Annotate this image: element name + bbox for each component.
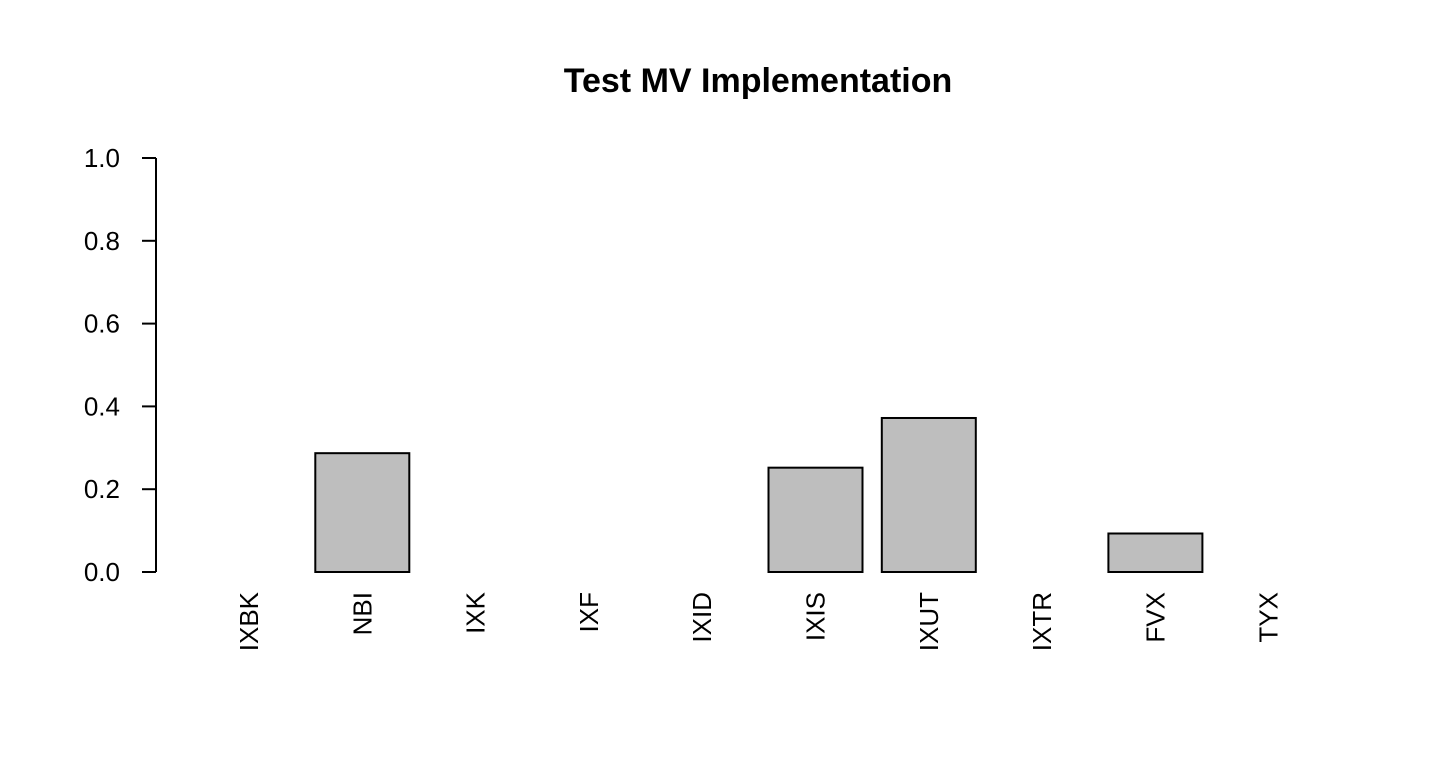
x-axis-labels: IXBK NBI IXK IXF IXID IXIS IXUT IXTR FVX TYX <box>234 591 1284 651</box>
x-tick-label: IXTR <box>1027 592 1057 651</box>
x-tick-label: IXUT <box>914 592 944 651</box>
bar-nbi <box>314 452 411 574</box>
y-tick-label: 1.0 <box>84 143 120 173</box>
bars <box>314 416 1204 574</box>
x-tick-label: IXK <box>461 591 491 634</box>
x-tick-label: IXF <box>574 592 604 632</box>
y-tick-label: 0.8 <box>84 226 120 256</box>
y-tick-label: 0.0 <box>84 557 120 587</box>
chart-title: Test MV Implementation <box>564 62 953 100</box>
bar-ixut <box>880 416 977 573</box>
y-tick-label: 0.6 <box>84 309 120 339</box>
x-tick-label: NBI <box>347 592 377 635</box>
x-tick-label: IXID <box>687 592 717 643</box>
x-tick-label: TYX <box>1254 592 1284 643</box>
y-axis: 0.0 0.2 0.4 0.6 0.8 1.0 <box>84 143 157 587</box>
bar-ixis <box>767 466 864 573</box>
y-tick-label: 0.4 <box>84 391 120 421</box>
x-tick-label: FVX <box>1140 592 1170 643</box>
x-tick-label: IXBK <box>234 591 264 651</box>
y-tick-label: 0.2 <box>84 474 120 504</box>
bar-fvx <box>1107 532 1204 573</box>
x-tick-label: IXIS <box>801 592 831 641</box>
